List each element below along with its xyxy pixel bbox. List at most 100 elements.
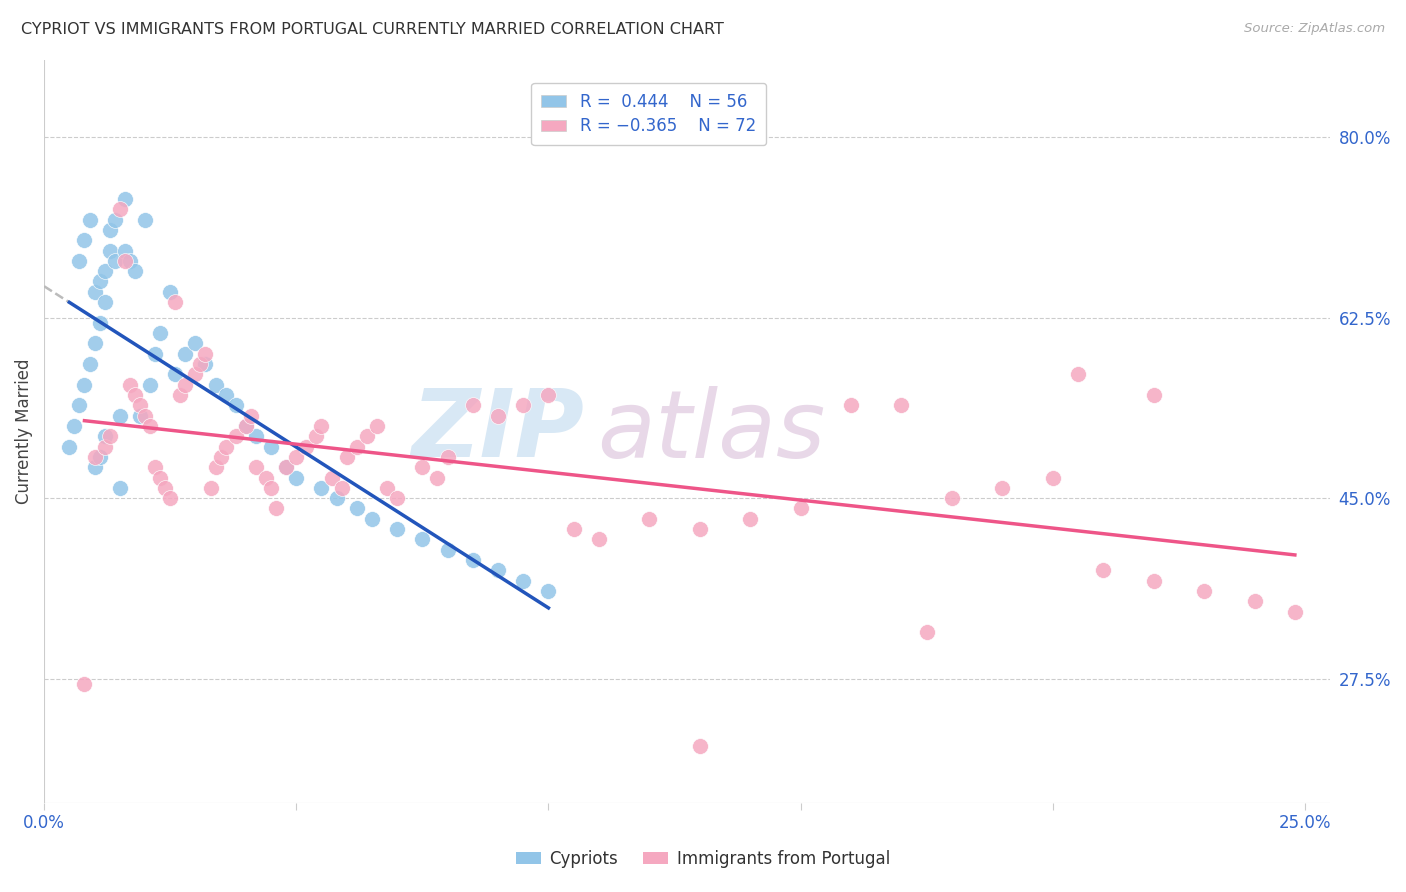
Point [118, 253, 141, 268]
Point [194, 347, 217, 361]
Point [204, 377, 226, 392]
Point [295, 440, 318, 454]
Point [104, 212, 127, 227]
Point [1067, 368, 1090, 382]
Point [98, 244, 121, 258]
Point [93, 440, 115, 454]
Text: atlas: atlas [598, 385, 825, 476]
Point [89, 450, 111, 464]
Point [149, 470, 172, 484]
Point [1284, 605, 1306, 619]
Point [285, 450, 308, 464]
Point [67, 398, 90, 412]
Point [73, 677, 96, 691]
Point [588, 533, 610, 547]
Point [991, 481, 1014, 495]
Point [200, 481, 222, 495]
Point [385, 522, 408, 536]
Point [134, 409, 156, 423]
Point [311, 481, 333, 495]
Point [512, 574, 534, 588]
Point [789, 501, 811, 516]
Point [537, 584, 560, 599]
Point [1143, 574, 1166, 588]
Point [93, 264, 115, 278]
Point [254, 470, 277, 484]
Point [689, 739, 711, 753]
Point [426, 470, 449, 484]
Point [486, 563, 509, 577]
Point [89, 275, 111, 289]
Point [375, 481, 398, 495]
Point [143, 347, 166, 361]
Point [1042, 470, 1064, 484]
Point [385, 491, 408, 505]
Point [486, 409, 509, 423]
Point [941, 491, 963, 505]
Point [108, 202, 131, 217]
Point [67, 253, 90, 268]
Point [311, 419, 333, 434]
Text: ZIP: ZIP [412, 385, 585, 477]
Point [346, 501, 368, 516]
Point [174, 347, 197, 361]
Point [512, 398, 534, 412]
Point [83, 285, 105, 299]
Point [73, 233, 96, 247]
Point [165, 295, 187, 310]
Point [361, 512, 384, 526]
Point [436, 542, 458, 557]
Point [436, 450, 458, 464]
Point [129, 409, 152, 423]
Point [1192, 584, 1215, 599]
Point [169, 388, 191, 402]
Point [104, 253, 127, 268]
Point [839, 398, 862, 412]
Y-axis label: Currently Married: Currently Married [15, 359, 32, 504]
Point [159, 285, 181, 299]
Point [204, 460, 226, 475]
Point [184, 368, 207, 382]
Point [890, 398, 912, 412]
Point [562, 522, 585, 536]
Point [215, 388, 238, 402]
Legend: Cypriots, Immigrants from Portugal: Cypriots, Immigrants from Portugal [509, 844, 897, 875]
Point [740, 512, 762, 526]
Point [124, 388, 146, 402]
Point [174, 377, 197, 392]
Point [1143, 388, 1166, 402]
Point [330, 481, 353, 495]
Point [235, 419, 257, 434]
Text: Source: ZipAtlas.com: Source: ZipAtlas.com [1244, 22, 1385, 36]
Point [215, 440, 238, 454]
Point [165, 368, 187, 382]
Point [537, 388, 560, 402]
Point [461, 398, 484, 412]
Point [225, 429, 247, 443]
Point [209, 450, 232, 464]
Text: CYPRIOT VS IMMIGRANTS FROM PORTUGAL CURRENTLY MARRIED CORRELATION CHART: CYPRIOT VS IMMIGRANTS FROM PORTUGAL CURR… [21, 22, 724, 37]
Point [245, 429, 267, 443]
Point [124, 264, 146, 278]
Point [285, 470, 308, 484]
Point [638, 512, 661, 526]
Point [915, 625, 938, 640]
Point [114, 192, 136, 206]
Point [114, 244, 136, 258]
Point [346, 440, 368, 454]
Point [143, 460, 166, 475]
Point [225, 398, 247, 412]
Point [190, 357, 212, 371]
Point [366, 419, 388, 434]
Point [356, 429, 378, 443]
Point [108, 409, 131, 423]
Point [305, 429, 328, 443]
Point [153, 481, 176, 495]
Point [83, 336, 105, 351]
Point [184, 336, 207, 351]
Point [63, 419, 86, 434]
Point [89, 316, 111, 330]
Point [1243, 594, 1265, 608]
Point [194, 357, 217, 371]
Point [93, 429, 115, 443]
